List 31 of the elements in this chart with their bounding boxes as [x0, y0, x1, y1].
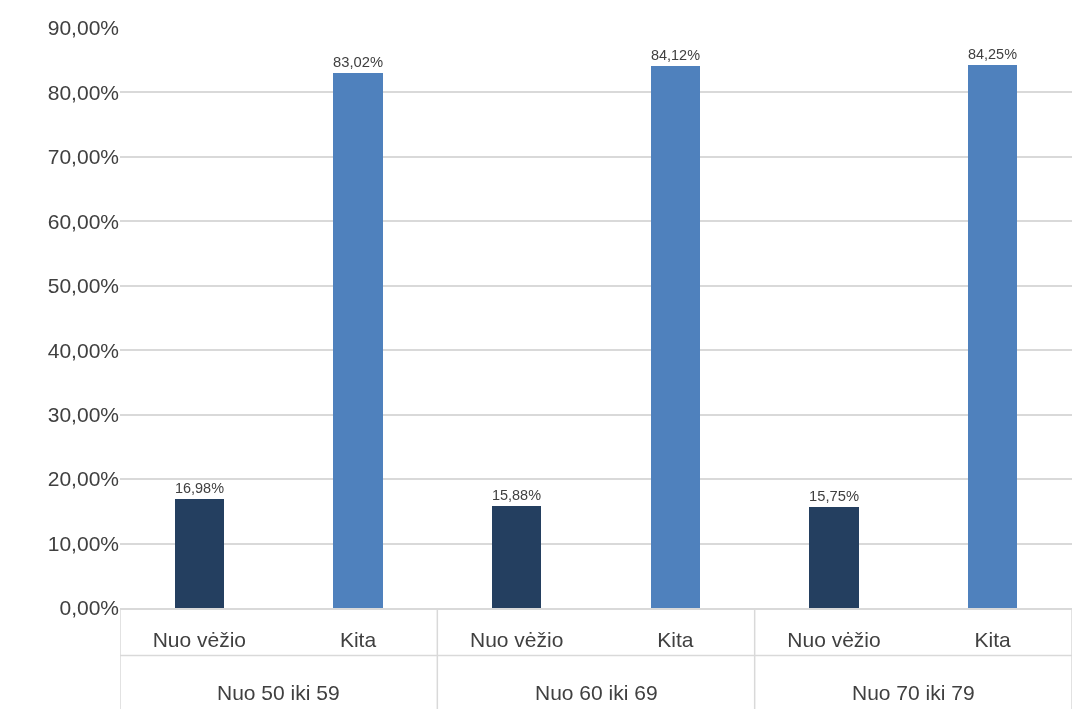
y-tick-label: 20,00%: [47, 467, 119, 491]
y-tick-label: 10,00%: [47, 531, 119, 555]
bar: [809, 507, 859, 608]
x-tick-label: Kita: [657, 627, 694, 651]
data-label: 16,98%: [175, 480, 225, 497]
x-tick-label: Nuo vėžio: [469, 627, 564, 651]
data-label: 15,88%: [492, 487, 542, 504]
y-tick-label: 30,00%: [47, 403, 119, 427]
y-tick-label: 90,00%: [47, 16, 119, 40]
x-tick-label: Nuo vėžio: [787, 627, 881, 651]
text: Nuo 60 iki 69: [535, 681, 658, 704]
x-tick-label: Nuo vėžio: [152, 627, 247, 651]
data-label: 83,02%: [333, 54, 383, 71]
data-label: 84,12%: [651, 47, 701, 64]
y-tick-label: 0,00%: [59, 596, 119, 620]
bar: [333, 73, 383, 608]
y-tick-label: 40,00%: [47, 338, 119, 362]
x-tick-label: Kita: [974, 627, 1012, 651]
y-tick-label: 50,00%: [47, 274, 119, 298]
bar: [175, 499, 224, 608]
bar: [651, 66, 700, 608]
y-tick-label: 60,00%: [47, 209, 119, 233]
y-tick-label: 70,00%: [47, 145, 119, 169]
x-tick-label: Kita: [339, 627, 377, 651]
text: Nuo 70 iki 79: [852, 681, 975, 704]
y-tick-label: 80,00%: [47, 80, 119, 104]
bar: [968, 65, 1017, 608]
data-label: 84,25%: [968, 46, 1018, 63]
data-label: 15,75%: [809, 488, 859, 505]
bar: [492, 506, 541, 608]
text: Nuo 50 iki 59: [217, 681, 340, 704]
